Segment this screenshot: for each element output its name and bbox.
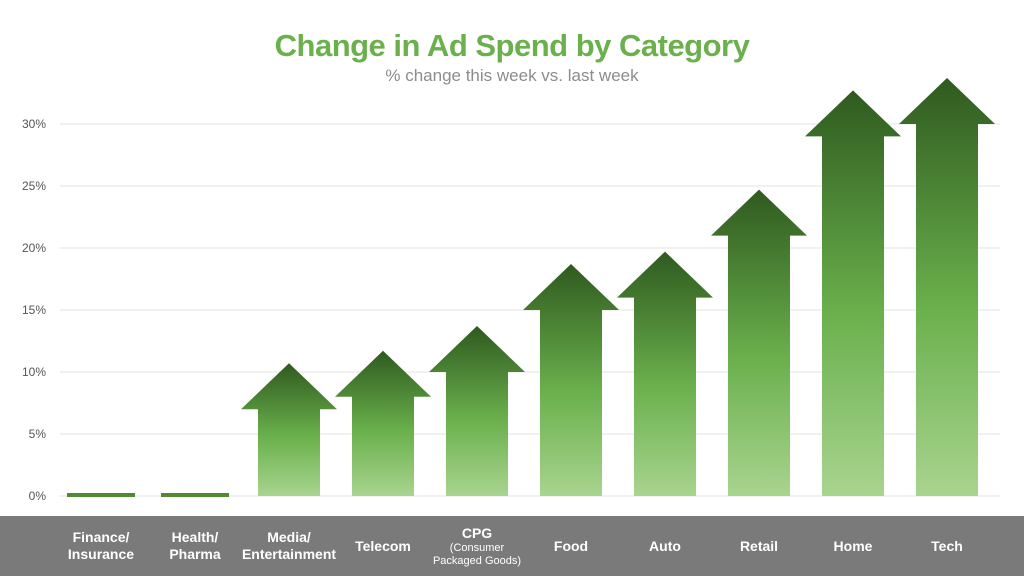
x-tick-label: Auto: [610, 516, 720, 576]
x-tick-label-main: Media/ Entertainment: [241, 529, 337, 562]
x-tick-label: Telecom: [328, 516, 438, 576]
y-tick-label: 0%: [29, 489, 47, 503]
x-tick-label-main: Tech: [931, 537, 963, 554]
x-tick-label-main: Auto: [649, 537, 681, 554]
arrow-bar-9: [899, 78, 995, 496]
y-tick-label: 10%: [22, 365, 46, 379]
bar-0: [67, 493, 135, 497]
y-tick-label: 5%: [29, 427, 47, 441]
y-tick-label: 25%: [22, 179, 46, 193]
x-tick-label-main: Finance/ Insurance: [67, 529, 135, 562]
category-axis-band: Finance/ Insurance Health/ Pharma Media/ E…: [0, 516, 1024, 576]
x-tick-label: Food: [516, 516, 626, 576]
x-tick-label: Retail: [704, 516, 814, 576]
x-tick-label: Home: [798, 516, 908, 576]
x-tick-label-main: Home: [833, 537, 873, 554]
x-tick-label-sub: (Consumer Packaged Goods): [432, 541, 522, 567]
arrow-bar-5: [523, 264, 619, 496]
y-tick-label: 15%: [22, 303, 46, 317]
chart-subtitle: % change this week vs. last week: [385, 66, 639, 85]
x-tick-label: Tech: [892, 516, 1002, 576]
x-tick-label: Media/ Entertainment: [234, 516, 344, 576]
arrow-bar-7: [711, 189, 807, 496]
bar-1: [161, 493, 229, 497]
x-tick-label-main: Telecom: [355, 537, 411, 554]
arrow-bar-4: [429, 326, 525, 496]
arrow-bar-8: [805, 90, 901, 497]
arrow-bar-2: [241, 363, 337, 496]
y-tick-label: 30%: [22, 117, 46, 131]
chart-title: Change in Ad Spend by Category: [274, 28, 750, 63]
x-tick-label: CPG (Consumer Packaged Goods): [422, 516, 532, 576]
arrow-bar-6: [617, 251, 713, 496]
x-tick-label-main: Health/ Pharma: [169, 529, 221, 562]
y-tick-label: 20%: [22, 241, 46, 255]
x-tick-label-main: Retail: [739, 537, 779, 554]
chart-plot-area: 0% 5% 10% 15% 20% 25% 30%: [22, 78, 1000, 503]
x-tick-label-main: CPG: [461, 524, 493, 541]
x-tick-label-main: Food: [553, 537, 589, 554]
arrow-bar-3: [335, 350, 431, 496]
x-tick-label: Finance/ Insurance: [46, 516, 156, 576]
x-tick-label: Health/ Pharma: [140, 516, 250, 576]
